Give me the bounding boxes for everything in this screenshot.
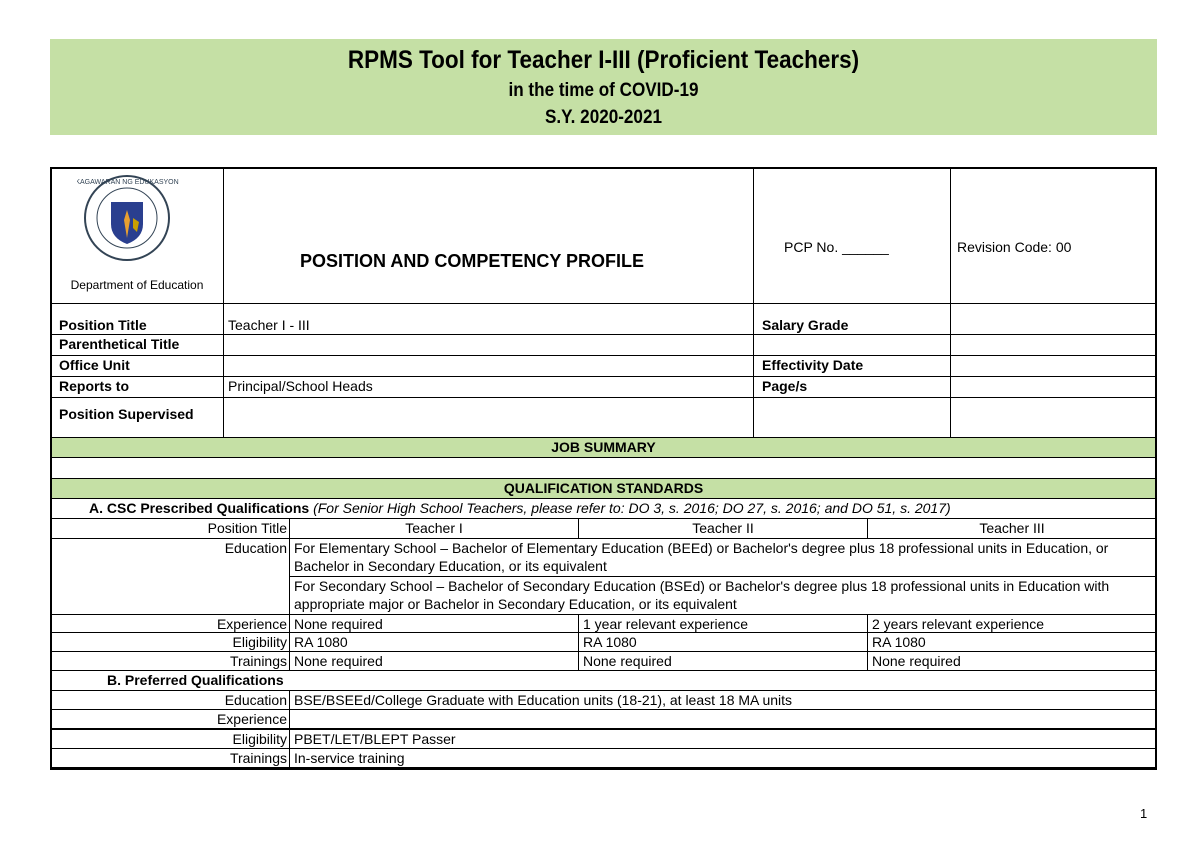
pages-label: Page/s: [753, 376, 951, 398]
profile-title-cell: POSITION AND COMPETENCY PROFILE: [223, 167, 754, 304]
requirement-label: Experience: [50, 614, 290, 633]
preferred-value: In-service training: [289, 748, 1157, 768]
requirement-label: Eligibility: [50, 632, 290, 652]
parenthetical-title-label: Parenthetical Title: [50, 334, 224, 356]
document-title: RPMS Tool for Teacher I-III (Proficient …: [347, 46, 860, 74]
column-header-position-title: Position Title: [50, 518, 290, 539]
office-unit-label: Office Unit: [50, 355, 224, 377]
preferred-label: Education: [50, 690, 290, 710]
office-unit-value: [223, 355, 754, 377]
column-header-teacher-2: Teacher II: [578, 518, 868, 539]
logo-cell: KAGAWARAN NG EDUKASYON Department of Edu…: [50, 167, 224, 304]
position-supervised-label: Position Supervised: [50, 397, 224, 438]
education-secondary-line: For Secondary School – Bachelor of Secon…: [294, 578, 1110, 594]
education-secondary-line: appropriate major or Bachelor in Seconda…: [294, 596, 737, 612]
section-a-row: A. CSC Prescribed Qualifications (For Se…: [50, 498, 1157, 519]
revision-cell: Revision Code: 00: [950, 167, 1157, 304]
parenthetical-title-value: [223, 334, 754, 356]
column-header-teacher-3: Teacher III: [867, 518, 1157, 539]
blank-cell: [950, 334, 1157, 356]
requirement-value: None required: [867, 651, 1157, 671]
preferred-label: Trainings: [50, 748, 290, 768]
column-header-teacher-1: Teacher I: [289, 518, 579, 539]
requirement-value: None required: [289, 614, 579, 633]
requirement-label: Trainings: [50, 651, 290, 671]
section-b-title: B. Preferred Qualifications: [50, 670, 1157, 691]
requirement-value: RA 1080: [867, 632, 1157, 652]
title-banner: RPMS Tool for Teacher I-III (Proficient …: [50, 39, 1157, 135]
deped-seal-icon: KAGAWARAN NG EDUKASYON: [75, 175, 179, 261]
job-summary-heading: JOB SUMMARY: [50, 437, 1157, 458]
position-title-value: Teacher I - III: [223, 303, 754, 335]
requirement-value: None required: [578, 651, 868, 671]
education-secondary: For Secondary School – Bachelor of Secon…: [289, 576, 1157, 615]
preferred-value: BSE/BSEEd/College Graduate with Educatio…: [289, 690, 1157, 710]
preferred-value: [289, 709, 1157, 729]
blank-cell: [753, 397, 951, 438]
education-label: Education: [50, 538, 290, 615]
requirement-value: None required: [289, 651, 579, 671]
profile-title: POSITION AND COMPETENCY PROFILE: [300, 251, 645, 271]
qualification-standards-heading: QUALIFICATION STANDARDS: [50, 478, 1157, 499]
section-a-note: (For Senior High School Teachers, please…: [313, 500, 951, 516]
reports-to-value: Principal/School Heads: [223, 376, 754, 398]
education-elementary-line: For Elementary School – Bachelor of Elem…: [294, 540, 1109, 556]
seal-text: KAGAWARAN NG EDUKASYON: [77, 179, 179, 186]
job-summary-content: [50, 457, 1157, 479]
blank-cell: [753, 334, 951, 356]
effectivity-date-label: Effectivity Date: [753, 355, 951, 377]
section-a-title: A. CSC Prescribed Qualifications: [89, 500, 310, 516]
position-supervised-value: [223, 397, 754, 438]
pcp-number: PCP No. ______: [784, 239, 889, 255]
reports-to-label: Reports to: [50, 376, 224, 398]
requirement-value: RA 1080: [289, 632, 579, 652]
requirement-value: RA 1080: [578, 632, 868, 652]
salary-grade-value: [950, 303, 1157, 335]
pages-value: [950, 376, 1157, 398]
revision-code: Revision Code: 00: [957, 239, 1072, 255]
pcp-cell: PCP No. ______: [753, 167, 951, 304]
document-subtitle: in the time of COVID-19: [508, 80, 699, 101]
position-title-label: Position Title: [50, 303, 224, 335]
requirement-value: 1 year relevant experience: [578, 614, 868, 633]
school-year: S.Y. 2020-2021: [545, 107, 662, 128]
preferred-label: Eligibility: [50, 729, 290, 749]
effectivity-date-value: [950, 355, 1157, 377]
logo-caption: Department of Education: [70, 278, 204, 292]
salary-grade-label: Salary Grade: [753, 303, 951, 335]
requirement-value: 2 years relevant experience: [867, 614, 1157, 633]
blank-cell: [950, 397, 1157, 438]
education-elementary-line: Bachelor in Secondary Education, or its …: [294, 558, 607, 574]
page-number: 1: [1140, 806, 1148, 821]
preferred-value: PBET/LET/BLEPT Passer: [289, 729, 1157, 749]
education-elementary: For Elementary School – Bachelor of Elem…: [289, 538, 1157, 577]
preferred-label: Experience: [50, 709, 290, 729]
